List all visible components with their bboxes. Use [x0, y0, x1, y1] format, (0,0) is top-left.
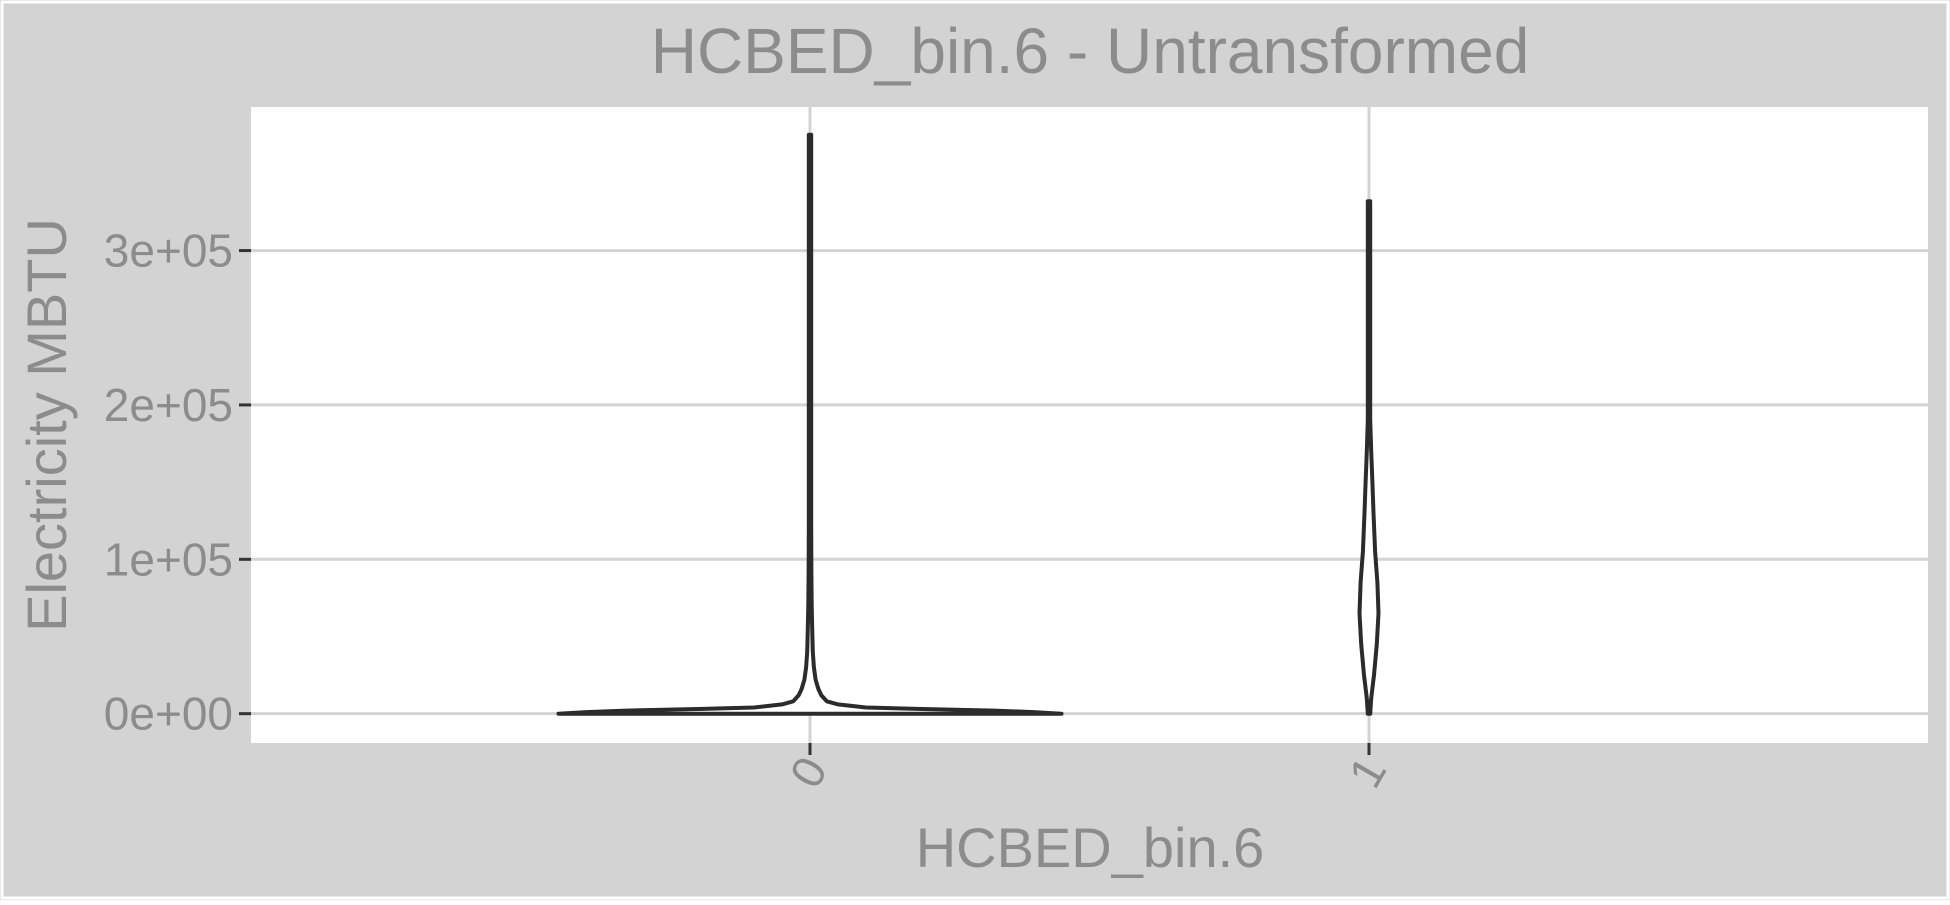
y-axis: 0e+00 1e+05 2e+05 3e+05: [104, 225, 251, 740]
plot-panel: [251, 107, 1928, 743]
y-tick-label-3: 3e+05: [104, 225, 233, 277]
y-tick-label-1: 1e+05: [104, 533, 233, 585]
y-axis-label: Electricity MBTU: [15, 218, 78, 632]
violin-0: [556, 132, 1064, 716]
violin-1: [1357, 199, 1381, 716]
x-axis-label: HCBED_bin.6: [916, 816, 1265, 879]
y-tick-label-2: 2e+05: [104, 379, 233, 431]
chart-title: HCBED_bin.6 - Untransformed: [651, 15, 1530, 87]
y-tick-label-0: 0e+00: [104, 688, 233, 740]
violins: [556, 132, 1381, 716]
